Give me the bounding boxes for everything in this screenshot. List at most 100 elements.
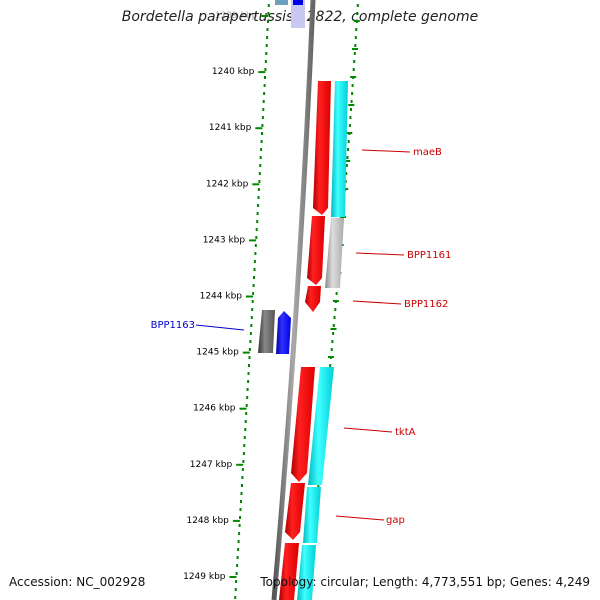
track-dot (249, 332, 252, 335)
major-tick (236, 463, 244, 466)
track-dot (240, 492, 243, 495)
connector-maeB (361, 149, 411, 153)
track-dot (261, 116, 264, 119)
track-dot (252, 284, 255, 287)
connector-gap (335, 515, 385, 521)
track-dot (248, 348, 251, 351)
track-dot (248, 364, 250, 367)
track-dot (254, 252, 257, 255)
track-dot (259, 164, 262, 167)
gene-BPP1161[interactable] (307, 216, 325, 285)
track-dot (350, 100, 353, 103)
major-tick (232, 519, 240, 522)
track-dot (346, 156, 349, 159)
track-dot (264, 60, 267, 63)
track-dot (260, 140, 263, 143)
tick-label-1248: 1248 kbp (186, 516, 229, 526)
track-dot (354, 36, 357, 39)
gene-BPP1163-pseudo[interactable] (258, 310, 275, 353)
gene-label-bpp1163[interactable]: BPP1163 (151, 320, 195, 331)
track-dot (238, 524, 241, 527)
track-dot (345, 164, 348, 167)
major-tick (229, 576, 237, 578)
track-dot (331, 340, 334, 343)
gene-feature-top-gray (275, 0, 288, 5)
track-dot (351, 92, 354, 95)
chromosome-backbone (271, 0, 316, 600)
track-dot (257, 188, 260, 191)
track-dot (260, 148, 263, 151)
feature-tktA-region (308, 367, 334, 485)
track-dot (251, 300, 254, 303)
track-dot (250, 324, 253, 327)
track-dot (354, 44, 357, 47)
track-dot (245, 412, 248, 415)
gene-BPP1163[interactable] (276, 311, 291, 354)
track-dot (244, 420, 247, 423)
track-dot (262, 100, 265, 103)
track-dot (351, 84, 354, 87)
gene-BPP1162[interactable] (305, 286, 321, 312)
track-dot (238, 532, 241, 535)
gene-gap[interactable] (285, 483, 305, 540)
track-dot (335, 292, 338, 295)
gene-feature-top-blue-core (293, 0, 303, 5)
track-dot (265, 52, 268, 55)
gene-label-bpp1162[interactable]: BPP1162 (404, 299, 448, 310)
tick-label-1240: 1240 kbp (212, 67, 255, 77)
connector-BPP1161 (355, 252, 405, 256)
tick-label-1245: 1245 kbp (196, 348, 239, 358)
gene-maeB[interactable] (313, 81, 331, 215)
track-dot (246, 388, 249, 391)
minor-tick (350, 76, 357, 78)
minor-tick (346, 132, 353, 134)
track-dot (253, 268, 256, 271)
minor-tick (353, 20, 360, 22)
track-dot (237, 548, 240, 551)
gene-label-tkta[interactable]: tktA (395, 427, 416, 438)
minor-tick (332, 300, 339, 302)
track-dot (240, 500, 242, 503)
minor-tick (352, 48, 358, 50)
connector-BPP1162 (352, 300, 402, 305)
accession-label: Accession: NC_002928 (9, 575, 146, 589)
track-dot (266, 36, 269, 39)
major-tick (258, 71, 266, 74)
track-dot (253, 260, 256, 263)
gene-label-bpp1161[interactable]: BPP1161 (407, 250, 451, 261)
track-dot (263, 84, 266, 87)
major-tick (249, 239, 257, 242)
track-dot (235, 580, 238, 583)
track-dot (234, 596, 237, 599)
track-dot (234, 588, 237, 591)
minor-tick (348, 104, 355, 106)
tick-labels: 1239 kbp 1240 kbp 1241 kbp 1242 kbp 1243 kbp… (183, 11, 269, 582)
track-dot (243, 444, 246, 447)
major-tick (261, 15, 269, 17)
tick-label-1249: 1249 kbp (183, 572, 226, 582)
track-dot (266, 28, 269, 31)
feature-gap-region (303, 487, 321, 543)
gene-label-gap[interactable]: gap (386, 515, 405, 526)
track-dot (317, 484, 320, 487)
track-dot (258, 172, 261, 175)
track-dot (250, 316, 253, 319)
track-dot (332, 324, 335, 327)
track-dot (256, 220, 259, 223)
track-dot (248, 356, 251, 359)
minor-tick (327, 356, 334, 358)
track-dot (356, 12, 359, 15)
track-dot (239, 516, 241, 519)
major-tick (246, 295, 253, 298)
gene-tktA[interactable] (291, 367, 315, 482)
topology-label: Topology: circular; Length: 4,773,551 bp… (260, 575, 590, 589)
track-dot (241, 484, 243, 487)
track-dot (348, 124, 351, 127)
track-dot (263, 92, 266, 95)
track-dot (257, 196, 260, 199)
track-dot (246, 396, 249, 399)
tick-label-1246: 1246 kbp (193, 404, 236, 414)
gene-label-maeb[interactable]: maeB (413, 147, 442, 158)
track-dot (251, 308, 254, 311)
track-dot (330, 348, 333, 351)
